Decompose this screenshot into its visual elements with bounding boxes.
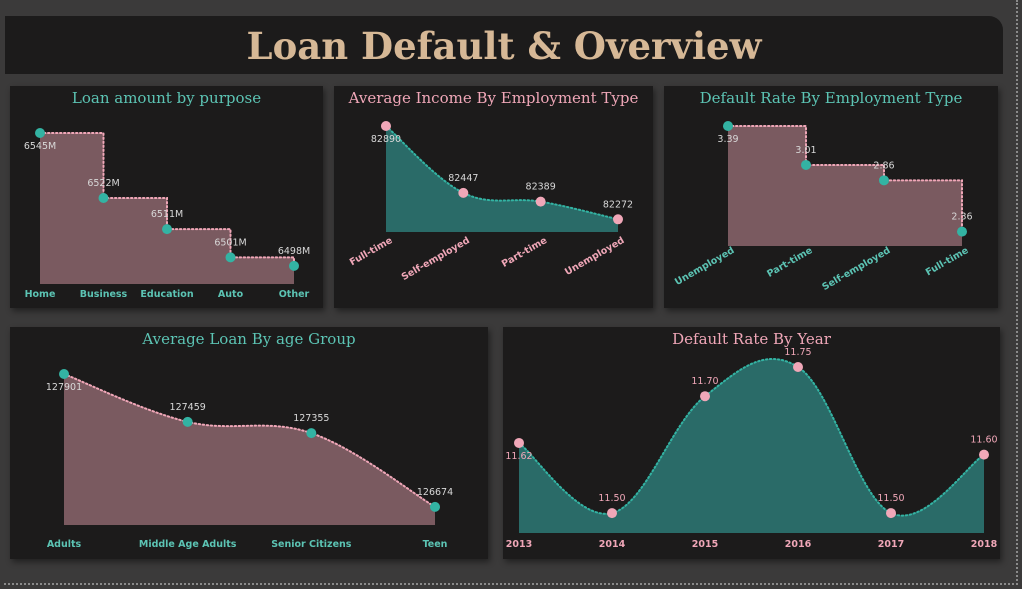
chart-svg: 82890 82447 82389 82272 Full-time Self-employ… [348, 121, 633, 283]
area-fill [64, 374, 435, 525]
data-label: 82447 [448, 173, 478, 184]
data-point[interactable] [225, 252, 236, 263]
area-fill [519, 358, 984, 533]
data-label: 11.62 [505, 451, 532, 462]
frame-border-bottom [4, 583, 1018, 585]
chart-title: Default Rate By Year [672, 330, 831, 348]
dashboard-header: Loan Default & Overview [5, 16, 1003, 74]
chart-card-default-by-employment: Default Rate By Employment Type 3.39 3.01… [664, 86, 998, 308]
data-label: 2.86 [873, 160, 894, 171]
chart-svg: 11.62 11.50 11.70 11.75 11.50 11.60 2013 2014 20… [505, 347, 998, 550]
x-tick-label: Middle Age Adults [139, 539, 237, 550]
chart-card-loan-by-age: Average Loan By age Group 127901 127459 12… [10, 327, 488, 559]
data-label: 127901 [46, 382, 82, 393]
area-fill [728, 126, 962, 246]
data-label: 11.50 [877, 493, 904, 504]
data-point[interactable] [381, 121, 391, 131]
x-tick-label: 2017 [878, 539, 904, 550]
data-label: 126674 [417, 487, 453, 498]
data-label: 3.01 [795, 145, 816, 156]
x-tick-label: Full-time [924, 245, 971, 278]
data-label: 11.75 [784, 347, 811, 358]
data-point[interactable] [458, 187, 469, 198]
x-tick-label: 2013 [506, 539, 532, 550]
data-point[interactable] [35, 128, 45, 138]
series-line [727, 125, 963, 233]
series-line [518, 357, 985, 517]
x-tick-label: Education [140, 289, 193, 300]
data-label: 11.70 [691, 376, 718, 387]
x-tick-label: 2018 [971, 539, 998, 550]
x-tick-label: Business [80, 289, 128, 300]
data-point[interactable] [957, 226, 967, 237]
chart-title: Default Rate By Employment Type [699, 89, 963, 107]
data-label: 6522M [87, 178, 119, 189]
data-point[interactable] [98, 193, 109, 204]
x-tick-label: Part-time [765, 245, 814, 280]
data-point[interactable] [535, 196, 546, 207]
data-point[interactable] [801, 159, 811, 170]
chart-card-income-by-employment: Average Income By Employment Type 82890 8… [334, 86, 653, 308]
data-point[interactable] [430, 501, 440, 512]
frame-border-right [1016, 0, 1018, 585]
x-tick-label: Part-time [500, 235, 549, 270]
chart-svg: 127901 127459 127355 126674 Adults Middle Age… [46, 369, 453, 550]
data-label: 6511M [151, 209, 183, 220]
x-tick-label: Adults [47, 539, 82, 550]
data-label: 2.36 [951, 212, 972, 223]
x-tick-label: Unemployed [563, 235, 626, 278]
chart-card-default-by-year: Default Rate By Year 11.62 11.50 11.70 11.7… [503, 327, 1000, 559]
data-point[interactable] [700, 391, 710, 402]
data-point[interactable] [613, 214, 623, 225]
x-tick-label: 2014 [599, 539, 626, 550]
x-tick-label: 2015 [692, 539, 718, 550]
page-title: Loan Default & Overview [246, 24, 762, 68]
area-fill [386, 126, 618, 232]
data-point[interactable] [306, 428, 317, 439]
data-point[interactable] [514, 437, 524, 448]
chart-title: Loan amount by purpose [71, 89, 262, 107]
data-point[interactable] [182, 416, 193, 427]
data-point[interactable] [879, 175, 889, 186]
data-point[interactable] [793, 362, 803, 372]
series-line [63, 373, 436, 508]
chart-svg: 6545M 6522M 6511M 6501M 6498M Home Business Edu… [24, 128, 310, 300]
x-tick-label: Full-time [348, 235, 395, 268]
chart-title: Average Loan By age Group [142, 330, 356, 348]
data-label: 127355 [293, 413, 329, 424]
data-point[interactable] [886, 508, 896, 519]
data-label: 82389 [526, 182, 556, 193]
chart-card-loan-by-purpose: Loan amount by purpose 6545M 6522M 6511M 65… [10, 86, 323, 308]
x-tick-label: Auto [218, 289, 244, 300]
data-point[interactable] [59, 369, 69, 379]
data-label: 82890 [371, 134, 401, 145]
x-tick-label: Other [279, 289, 310, 300]
data-point[interactable] [723, 121, 733, 131]
x-tick-label: Teen [423, 539, 448, 550]
data-label: 6498M [278, 246, 310, 257]
x-tick-label: Self-employed [400, 235, 472, 283]
x-tick-label: Home [25, 289, 56, 300]
x-tick-label: 2016 [785, 539, 812, 550]
data-point[interactable] [289, 260, 299, 271]
x-tick-label: Senior Citizens [271, 539, 352, 550]
series-line [385, 125, 619, 221]
data-label: 127459 [170, 402, 206, 413]
chart-svg: 3.39 3.01 2.86 2.36 Unemployed Part-time Self-… [673, 121, 973, 293]
x-tick-label: Unemployed [673, 245, 736, 288]
chart-title: Average Income By Employment Type [348, 89, 639, 107]
data-point[interactable] [979, 449, 989, 460]
x-tick-label: Self-employed [820, 245, 892, 293]
data-label: 6545M [24, 141, 56, 152]
data-label: 3.39 [717, 134, 738, 145]
data-point[interactable] [162, 224, 172, 235]
data-point[interactable] [607, 508, 617, 519]
data-label: 82272 [603, 199, 633, 210]
data-label: 11.50 [598, 493, 625, 504]
data-label: 6501M [214, 237, 246, 248]
data-label: 11.60 [970, 435, 997, 446]
